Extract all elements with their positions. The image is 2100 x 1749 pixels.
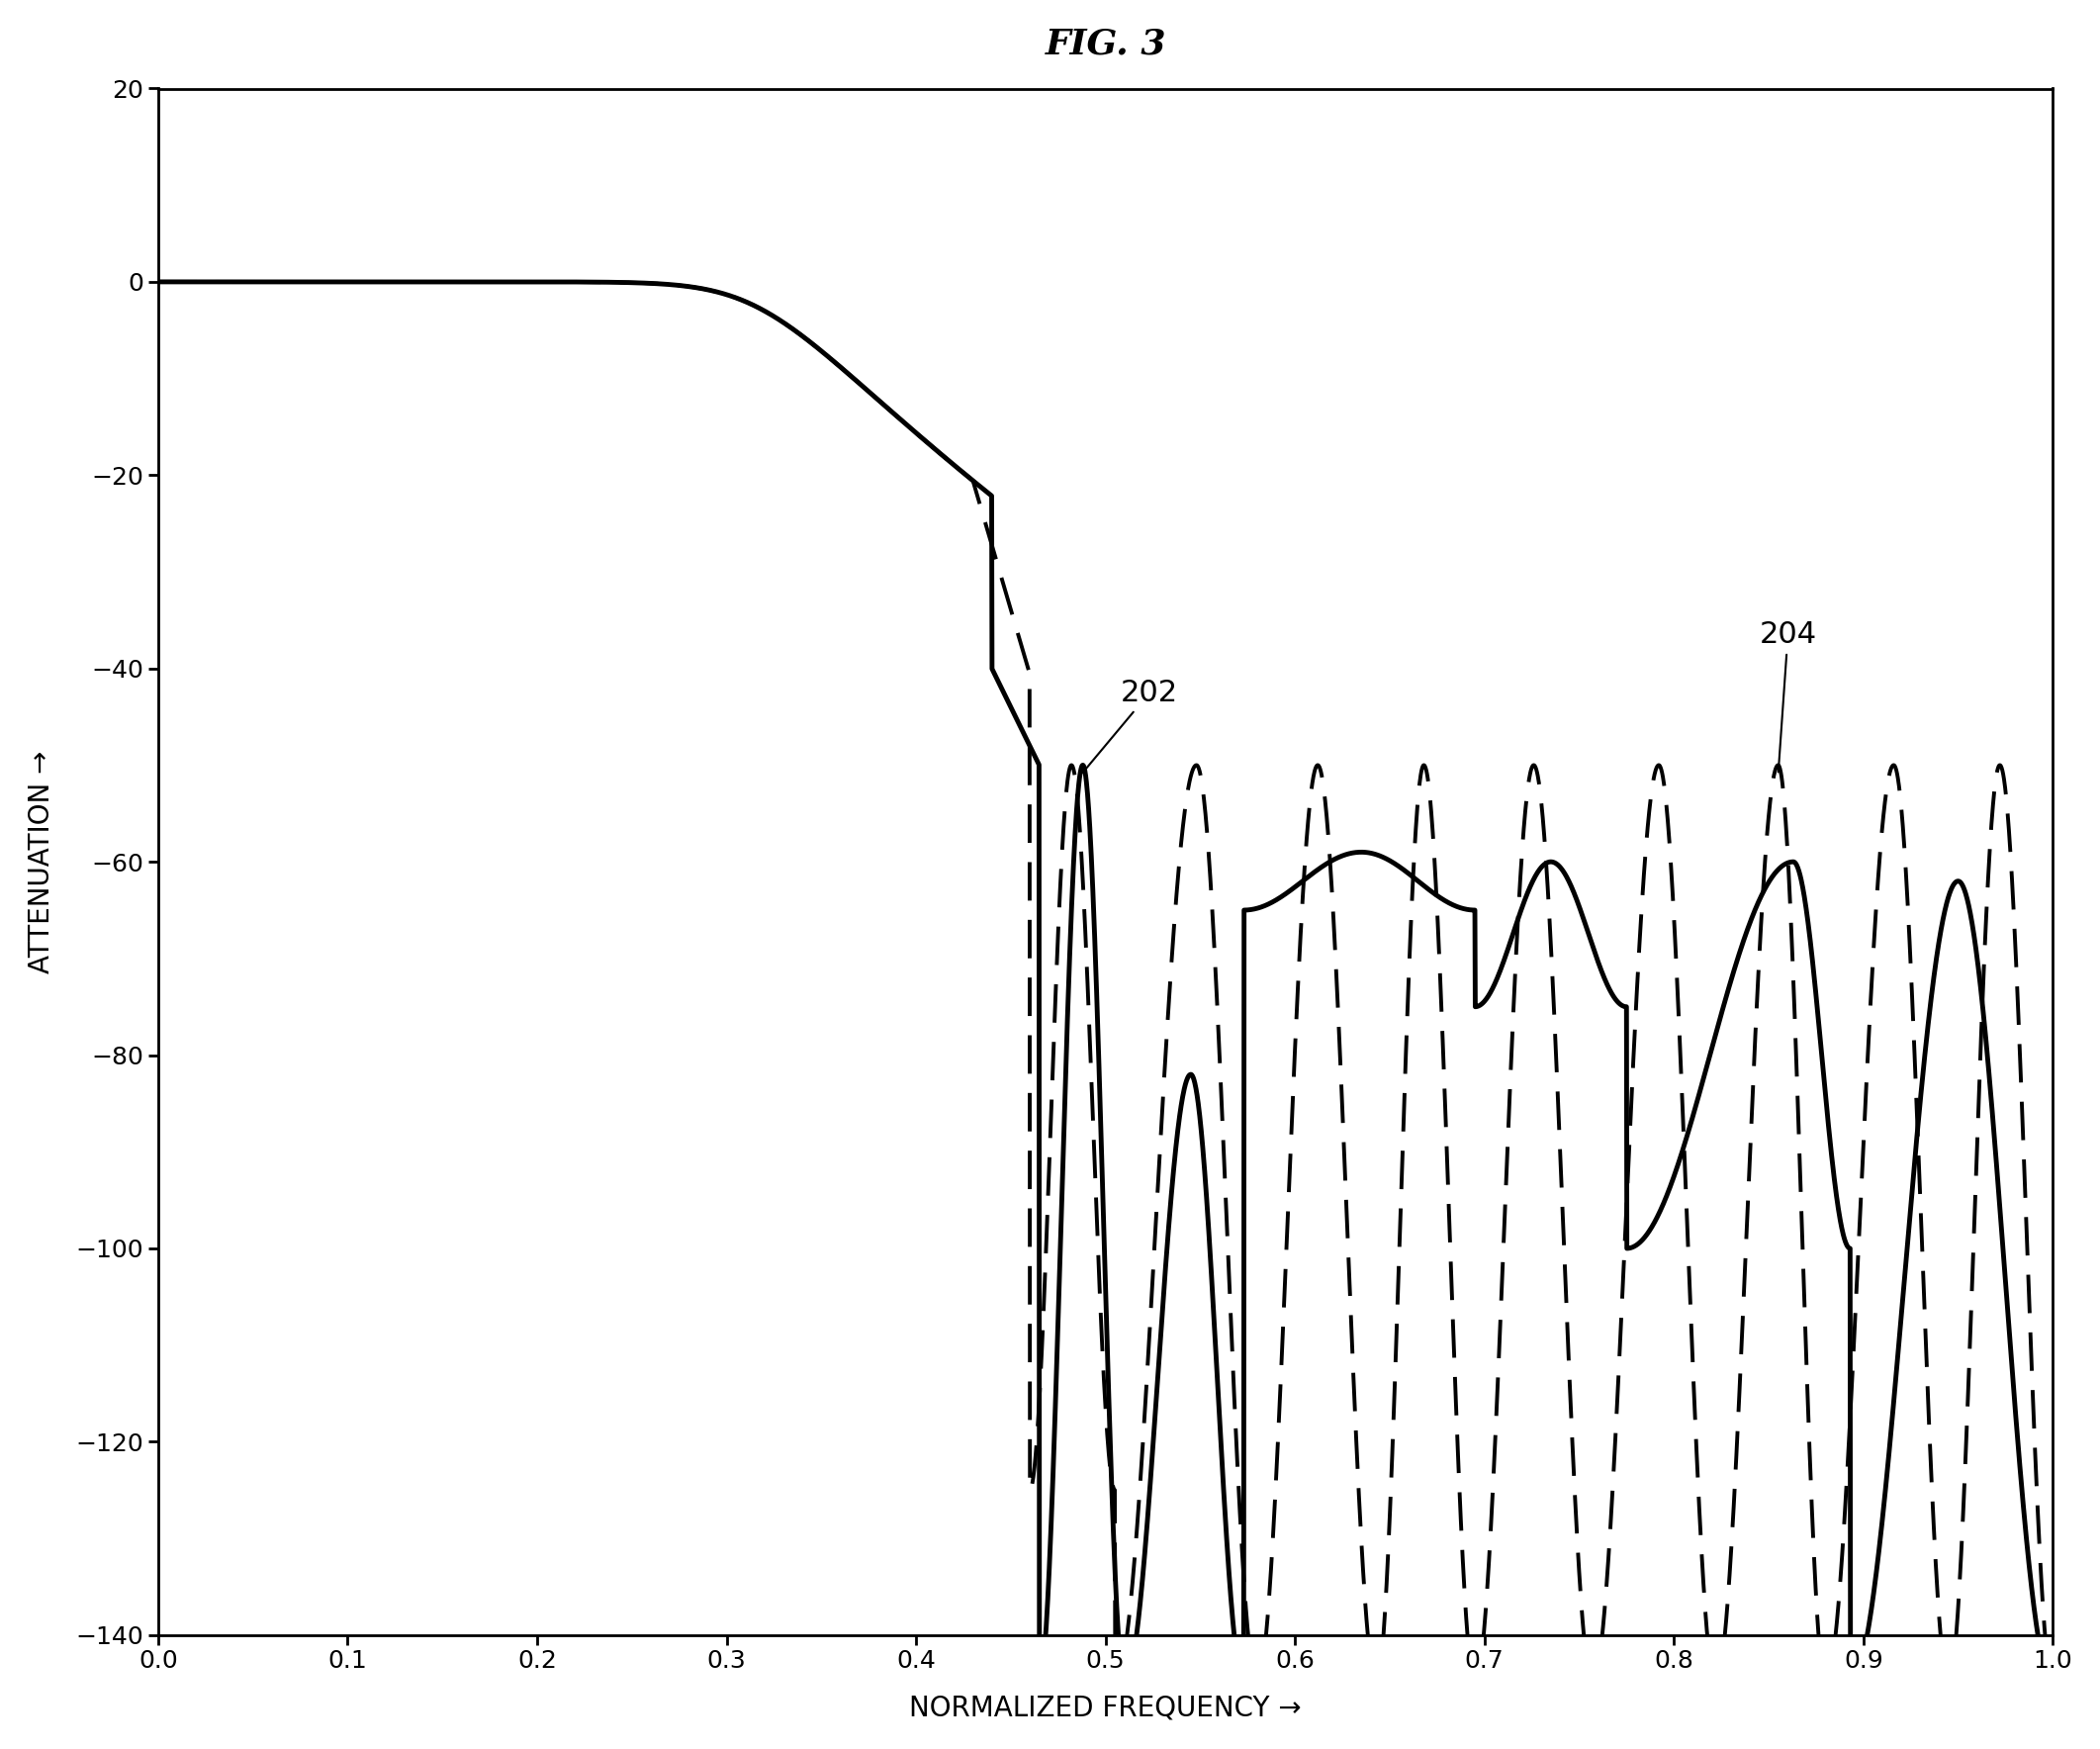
Text: 202: 202	[1084, 679, 1178, 773]
Title: FIG. 3: FIG. 3	[1046, 28, 1166, 61]
Text: 204: 204	[1760, 621, 1816, 771]
Y-axis label: ATTENUATION →: ATTENUATION →	[27, 750, 55, 972]
X-axis label: NORMALIZED FREQUENCY →: NORMALIZED FREQUENCY →	[909, 1693, 1302, 1721]
